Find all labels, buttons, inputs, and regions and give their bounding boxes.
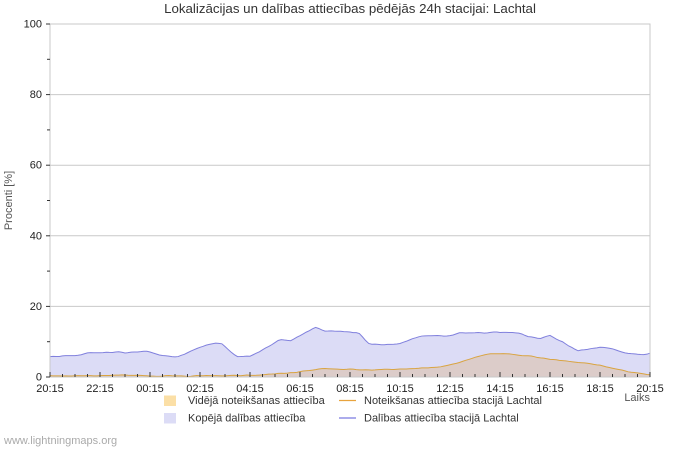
svg-text:08:15: 08:15 [336, 383, 364, 395]
svg-text:12:15: 12:15 [436, 383, 464, 395]
svg-text:Procenti [%]: Procenti [%] [3, 171, 15, 230]
svg-text:www.lightningmaps.org: www.lightningmaps.org [3, 435, 117, 447]
svg-text:10:15: 10:15 [386, 383, 414, 395]
svg-text:04:15: 04:15 [236, 383, 264, 395]
svg-text:Kopējā dalības attiecība: Kopējā dalības attiecība [188, 413, 306, 425]
svg-text:20: 20 [30, 301, 42, 313]
svg-text:Noteikšanas attiecība stacijā: Noteikšanas attiecība stacijā Lachtal [364, 395, 542, 407]
svg-text:Dalības attiecība stacijā Lach: Dalības attiecība stacijā Lachtal [364, 413, 519, 425]
svg-text:06:15: 06:15 [286, 383, 314, 395]
svg-text:02:15: 02:15 [186, 383, 214, 395]
svg-text:80: 80 [30, 89, 42, 101]
svg-text:16:15: 16:15 [536, 383, 564, 395]
svg-text:18:15: 18:15 [586, 383, 614, 395]
svg-text:Lokalizācijas un dalības attie: Lokalizācijas un dalības attiecības pēdē… [164, 1, 536, 16]
svg-text:Laiks: Laiks [624, 392, 650, 404]
svg-text:00:15: 00:15 [136, 383, 164, 395]
svg-text:0: 0 [36, 372, 42, 384]
svg-text:60: 60 [30, 160, 42, 172]
svg-text:14:15: 14:15 [486, 383, 514, 395]
svg-text:22:15: 22:15 [86, 383, 114, 395]
svg-text:20:15: 20:15 [36, 383, 64, 395]
svg-text:100: 100 [24, 19, 42, 31]
svg-text:Vidējā noteikšanas attiecība: Vidējā noteikšanas attiecība [188, 395, 326, 407]
svg-text:40: 40 [30, 230, 42, 242]
